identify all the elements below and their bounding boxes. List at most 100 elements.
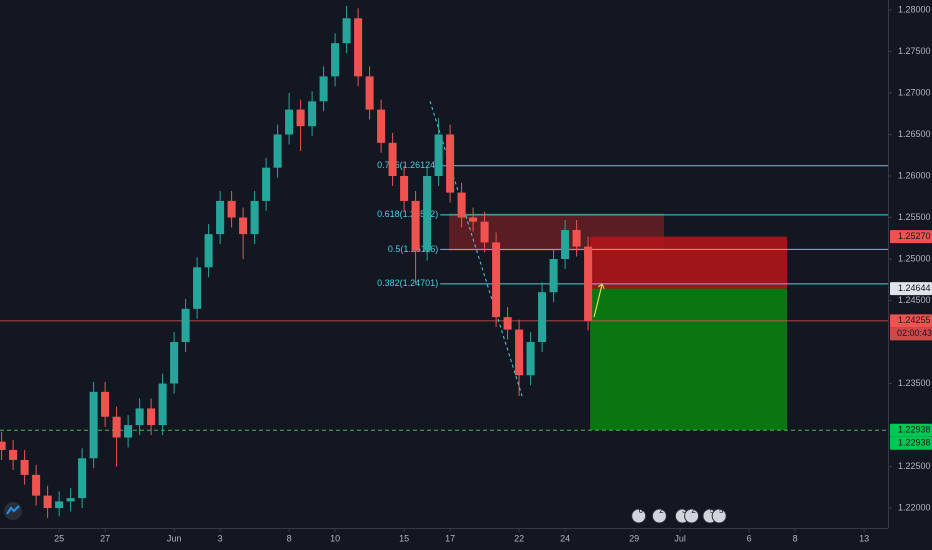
candle-body [239,217,248,235]
candle-body [112,416,121,438]
candle-body [503,317,512,330]
candle-body [158,383,167,426]
event-flag [711,508,727,524]
fib-label: 0.618(1.25532) [377,209,438,219]
candle-body [354,18,363,77]
candle-body [204,234,213,268]
x-tick-label: Jul [674,533,686,543]
candle-body [388,142,397,176]
candle-body [9,449,18,460]
candle-body [135,408,144,426]
y-tick-label: 1.25500 [898,212,931,222]
candle-body [296,109,305,127]
candle-body [434,134,443,176]
candle-body [216,200,225,235]
event-label: 2 [659,506,664,515]
event-label: 5 [719,506,724,515]
y-tick-label: 1.27500 [898,46,931,56]
x-tick-label: 17 [445,533,455,543]
candle-body [89,391,98,459]
candle-body [584,246,593,321]
x-tick-label: 29 [629,533,639,543]
x-tick-label: 22 [514,533,524,543]
event-flag [684,508,700,524]
candle-body [0,441,6,450]
y-tick-label: 1.26000 [898,170,931,180]
x-tick-label: 8 [793,533,798,543]
x-tick-label: 8 [287,533,292,543]
candle-body [227,200,236,218]
price-tag [890,423,932,437]
arrow-head [597,283,605,290]
price-tag [890,282,932,296]
candle-body [480,221,489,243]
candle-body [342,18,351,44]
countdown-tag [890,327,932,341]
y-tick-label: 1.23500 [898,378,931,388]
candle-body [423,176,432,251]
x-tick-label: 6 [747,533,752,543]
candle-body [101,391,110,417]
candle-body [469,217,478,222]
countdown-label: 02:00:43 [897,328,932,338]
target-zone [590,288,788,431]
candle-body [572,229,581,247]
candle-body [147,408,156,426]
price-tag-label: 1.22938 [898,425,931,435]
event-flag [651,508,667,524]
y-tick-label: 1.22500 [898,461,931,471]
candle-body [549,259,558,293]
logo[interactable] [4,502,22,520]
candle-body [66,498,75,502]
fib-label: 0.382(1.24701) [377,278,438,288]
price-tag-label: 1.25270 [898,231,931,241]
price-tag [890,230,932,244]
candle-body [446,134,455,193]
candle-body [181,308,190,343]
event-label: 5 [710,506,715,515]
candle-body [457,192,466,218]
candle-body [377,109,386,143]
event-flag [631,508,647,524]
fib-label: 0.786(1.26124) [377,160,438,170]
x-tick-label: Jun [167,533,182,543]
candle-body [43,495,52,509]
candle-body [193,267,202,309]
candle-body [400,176,409,201]
candle-body [124,425,133,438]
x-tick-label: 24 [560,533,570,543]
price-tag [890,436,932,450]
x-tick-label: 25 [54,533,64,543]
y-tick-label: 1.28000 [898,4,931,14]
y-tick-label: 1.24500 [898,295,931,305]
candle-body [20,459,29,475]
x-tick-label: 13 [859,533,869,543]
candle-body [561,229,570,260]
stop-zone [590,236,788,289]
event-label: 6 [638,506,643,515]
candle-body [526,342,535,376]
candle-body [319,76,328,102]
arrow [593,283,603,318]
y-tick-label: 1.27000 [898,87,931,97]
candle-body [170,342,179,384]
candle-body [32,474,41,496]
candle-body [492,242,501,318]
y-tick-label: 1.26500 [898,129,931,139]
candle-body [538,292,547,343]
x-tick-label: 10 [330,533,340,543]
logo-glyph[interactable] [6,505,20,515]
x-tick-label: 15 [399,533,409,543]
price-tag-label: 1.24255 [898,315,931,325]
x-tick-label: 3 [218,533,223,543]
price-tag [890,314,932,328]
candle-body [262,167,271,201]
candle-body [411,200,420,251]
candle-body [515,329,524,376]
candle-body [308,101,317,127]
y-tick-label: 1.22000 [898,502,931,512]
candle-body [273,134,282,168]
